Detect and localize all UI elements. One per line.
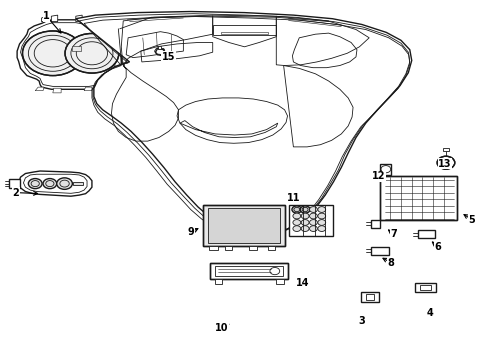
Polygon shape: [360, 292, 378, 302]
Circle shape: [436, 156, 454, 169]
Polygon shape: [289, 205, 332, 236]
Polygon shape: [73, 182, 83, 185]
Polygon shape: [417, 230, 434, 238]
Circle shape: [309, 207, 317, 212]
Circle shape: [309, 226, 317, 231]
Text: 10: 10: [214, 323, 228, 333]
Polygon shape: [215, 279, 222, 284]
Text: 9: 9: [187, 227, 194, 237]
Polygon shape: [442, 148, 448, 151]
Polygon shape: [158, 46, 161, 49]
Polygon shape: [19, 171, 92, 196]
Polygon shape: [209, 246, 217, 250]
Circle shape: [309, 213, 317, 219]
Circle shape: [317, 207, 325, 212]
Text: 12: 12: [371, 171, 385, 181]
Polygon shape: [414, 283, 435, 292]
Text: 6: 6: [433, 242, 440, 252]
Circle shape: [57, 178, 72, 189]
Polygon shape: [210, 263, 287, 279]
Text: 5: 5: [468, 215, 474, 225]
Polygon shape: [155, 49, 163, 56]
Polygon shape: [9, 179, 20, 188]
Polygon shape: [224, 246, 232, 250]
Polygon shape: [380, 164, 390, 175]
Circle shape: [300, 206, 309, 213]
Text: 2: 2: [12, 188, 19, 198]
Polygon shape: [370, 220, 380, 228]
Polygon shape: [249, 246, 256, 250]
Polygon shape: [41, 16, 46, 22]
Circle shape: [301, 213, 308, 219]
Polygon shape: [76, 12, 411, 236]
Circle shape: [317, 226, 325, 231]
Circle shape: [65, 33, 119, 73]
Polygon shape: [267, 246, 274, 250]
Circle shape: [317, 213, 325, 219]
Text: 3: 3: [358, 316, 365, 326]
Polygon shape: [87, 18, 93, 22]
Polygon shape: [203, 205, 284, 246]
Text: 15: 15: [162, 52, 175, 62]
Circle shape: [309, 220, 317, 225]
Text: 11: 11: [286, 193, 300, 203]
Circle shape: [292, 220, 300, 225]
Circle shape: [301, 226, 308, 231]
Polygon shape: [17, 20, 121, 89]
Text: 13: 13: [437, 159, 451, 169]
Circle shape: [443, 161, 447, 165]
Polygon shape: [84, 87, 92, 91]
Circle shape: [317, 220, 325, 225]
Text: 4: 4: [426, 308, 433, 318]
Polygon shape: [370, 247, 388, 255]
Circle shape: [291, 206, 301, 213]
Polygon shape: [72, 46, 81, 51]
Circle shape: [292, 226, 300, 231]
Polygon shape: [53, 88, 61, 93]
Circle shape: [292, 213, 300, 219]
Text: 7: 7: [389, 229, 396, 239]
Polygon shape: [51, 15, 58, 22]
Polygon shape: [276, 279, 283, 284]
Polygon shape: [380, 176, 456, 220]
Text: 14: 14: [296, 278, 309, 288]
Polygon shape: [35, 87, 44, 91]
Circle shape: [43, 179, 57, 189]
Polygon shape: [76, 15, 82, 22]
Polygon shape: [207, 208, 279, 243]
Circle shape: [28, 179, 42, 189]
Circle shape: [22, 31, 83, 76]
Text: 8: 8: [387, 258, 394, 268]
Circle shape: [301, 220, 308, 225]
Text: 1: 1: [43, 11, 50, 21]
